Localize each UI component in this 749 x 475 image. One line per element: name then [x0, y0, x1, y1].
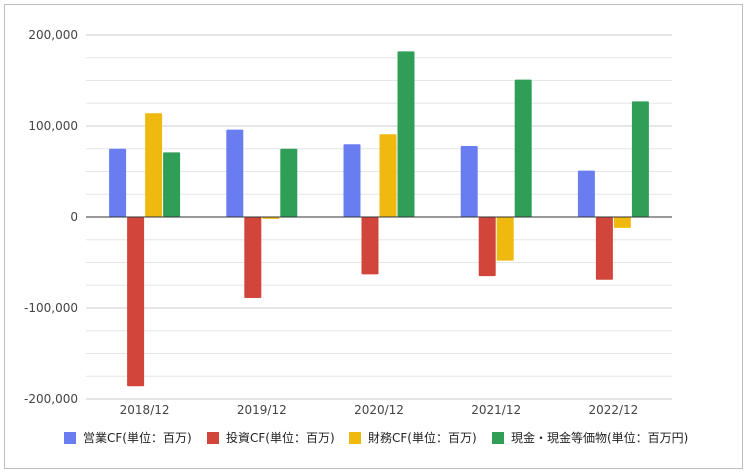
y-tick-label: 100,000: [28, 119, 78, 133]
legend-item: 財務CF(単位：百万): [349, 430, 477, 445]
legend-item: 現金・現金等価物(単位：百万円): [492, 430, 688, 445]
x-tick-label: 2020/12: [354, 403, 404, 417]
legend: 営業CF(単位：百万) 投資CF(単位：百万) 財務CF(単位：百万) 現金・現金等価…: [64, 430, 688, 445]
legend-item: 投資CF(単位：百万): [207, 430, 335, 445]
x-tick-label: 2021/12: [471, 403, 521, 417]
legend-label: 現金・現金等価物(単位：百万円): [511, 430, 688, 445]
legend-label: 財務CF(単位：百万): [368, 430, 477, 445]
legend-swatch: [349, 432, 361, 444]
bar-2021-12-series-1: [478, 217, 496, 277]
bars: [109, 51, 649, 387]
bar-2021-12-series-3: [514, 79, 532, 217]
x-tick-label: 2018/12: [120, 403, 170, 417]
bar-2019-12-series-0: [226, 129, 244, 217]
bar-2022-12-series-2: [613, 217, 631, 228]
bar-2022-12-series-3: [631, 101, 649, 217]
legend-swatch: [64, 432, 76, 444]
bar-2018-12-series-0: [109, 148, 127, 217]
x-axis-ticks: 2018/12 2019/12 2020/12 2021/12 2022/12: [120, 403, 639, 417]
y-tick-label: 200,000: [28, 28, 78, 42]
bar-2022-12-series-0: [577, 170, 595, 217]
bar-2020-12-series-0: [343, 144, 361, 217]
y-tick-label: 0: [70, 210, 78, 224]
y-tick-label: -100,000: [24, 301, 78, 315]
legend-swatch: [207, 432, 219, 444]
x-tick-label: 2019/12: [237, 403, 287, 417]
legend-label: 営業CF(単位：百万): [83, 430, 192, 445]
y-tick-label: -200,000: [24, 392, 78, 406]
x-tick-label: 2022/12: [588, 403, 638, 417]
bar-2021-12-series-0: [460, 146, 478, 217]
bar-2019-12-series-3: [280, 148, 298, 217]
bar-2022-12-series-1: [595, 217, 613, 280]
bar-2019-12-series-1: [244, 217, 262, 298]
legend-label: 投資CF(単位：百万): [226, 430, 335, 445]
legend-item: 営業CF(単位：百万): [64, 430, 192, 445]
bar-2020-12-series-1: [361, 217, 379, 275]
bar-2018-12-series-3: [163, 152, 181, 217]
legend-swatch: [492, 432, 504, 444]
bar-2018-12-series-1: [127, 217, 145, 387]
y-axis-ticks: 200,000 100,000 0 -100,000 -200,000: [24, 28, 78, 406]
bar-2018-12-series-2: [145, 113, 163, 217]
bar-2021-12-series-2: [496, 217, 514, 261]
bar-2020-12-series-3: [397, 51, 415, 217]
bar-2020-12-series-2: [379, 134, 397, 217]
